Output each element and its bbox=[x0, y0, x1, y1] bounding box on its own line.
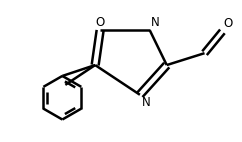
Text: N: N bbox=[142, 96, 151, 109]
Text: O: O bbox=[96, 16, 105, 29]
Text: N: N bbox=[151, 16, 159, 29]
Text: O: O bbox=[223, 17, 233, 30]
